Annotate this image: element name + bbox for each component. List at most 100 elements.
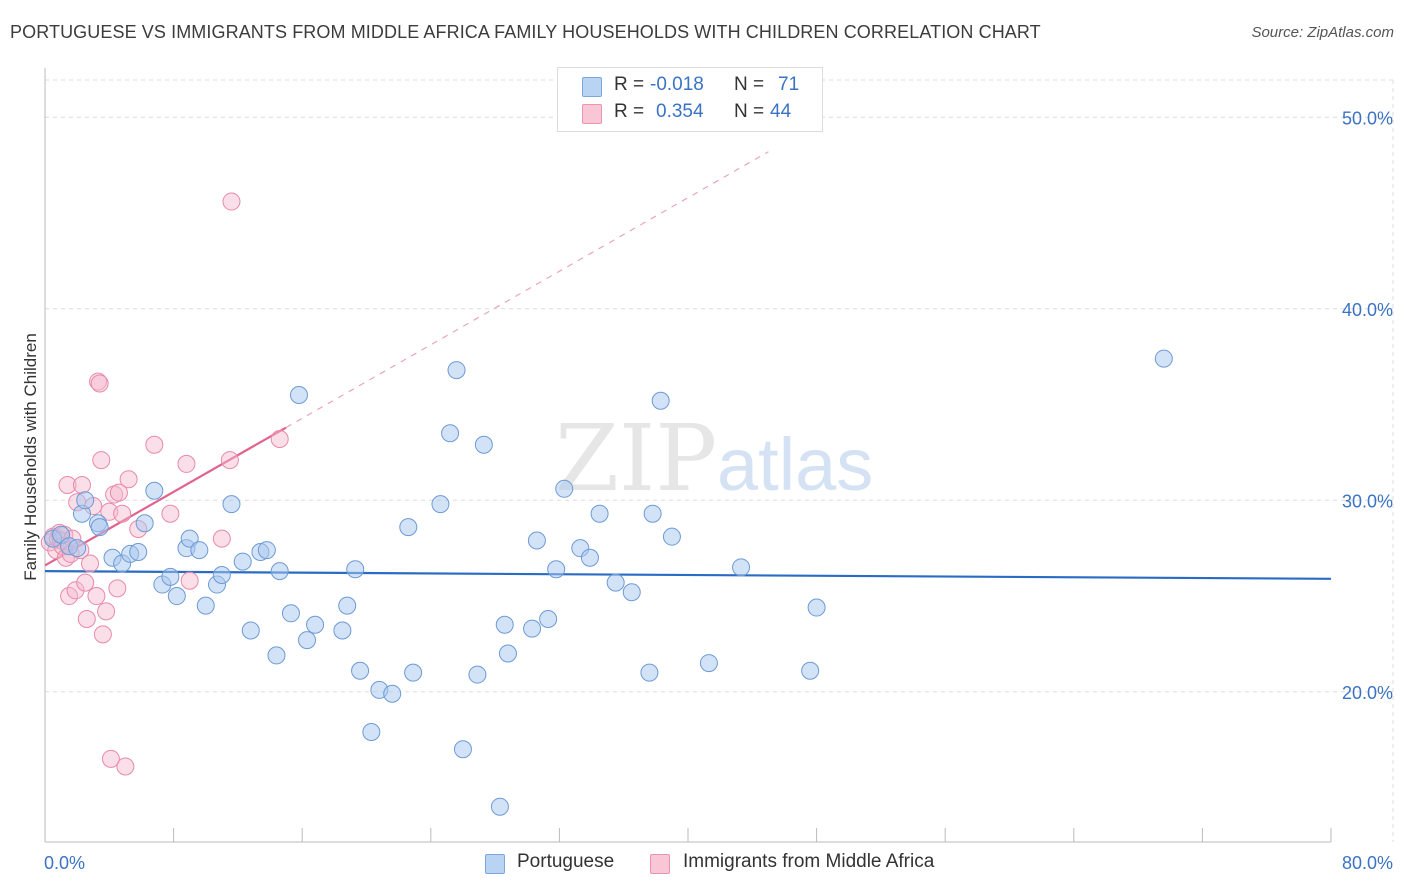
data-point-portuguese xyxy=(190,541,209,560)
trendline-immigrants xyxy=(44,426,287,567)
data-point-immigrants xyxy=(116,757,135,776)
data-point-portuguese xyxy=(732,558,751,577)
data-point-immigrants xyxy=(270,430,289,449)
data-point-portuguese xyxy=(333,621,352,640)
y-tick-label: 50.0% xyxy=(1342,108,1393,128)
data-point-portuguese xyxy=(298,631,317,650)
tick-labels: 20.0% 30.0% 40.0% 50.0% 0.0% 80.0% xyxy=(44,108,1393,873)
data-point-portuguese xyxy=(468,665,487,684)
data-point-portuguese xyxy=(399,518,418,537)
data-point-portuguese xyxy=(498,644,517,663)
data-point-immigrants xyxy=(222,192,241,211)
data-point-immigrants xyxy=(220,451,239,470)
data-point-immigrants xyxy=(180,571,199,590)
data-point-portuguese xyxy=(453,740,472,759)
data-point-portuguese xyxy=(76,491,95,510)
data-point-portuguese xyxy=(539,610,558,629)
chart-title: PORTUGUESE VS IMMIGRANTS FROM MIDDLE AFR… xyxy=(10,22,1041,42)
data-point-portuguese xyxy=(495,615,514,634)
x-tick-label: 80.0% xyxy=(1342,853,1393,873)
data-point-portuguese xyxy=(167,587,186,606)
data-point-immigrants xyxy=(97,602,116,621)
data-point-immigrants xyxy=(81,554,100,573)
data-point-portuguese xyxy=(662,527,681,546)
data-point-portuguese xyxy=(306,615,325,634)
legend-n-value: 71 xyxy=(778,74,800,95)
legend-label-portuguese: Portuguese xyxy=(517,851,615,872)
watermark: ZIP atlas xyxy=(555,405,873,512)
series-portuguese-points xyxy=(44,349,1173,816)
data-point-portuguese xyxy=(351,661,370,680)
data-point-portuguese xyxy=(267,646,286,665)
data-point-immigrants xyxy=(58,475,77,494)
data-point-immigrants xyxy=(76,573,95,592)
data-point-portuguese xyxy=(801,661,820,680)
data-point-portuguese xyxy=(490,797,509,816)
data-point-immigrants xyxy=(101,749,120,768)
data-point-portuguese xyxy=(431,495,450,514)
legend-n-label: N = xyxy=(734,101,765,122)
data-point-portuguese xyxy=(212,565,231,584)
data-point-immigrants xyxy=(93,625,112,644)
data-point-portuguese xyxy=(699,654,718,673)
data-point-immigrants xyxy=(92,451,111,470)
series-immigrants-points xyxy=(40,192,289,776)
y-tick-label: 40.0% xyxy=(1342,300,1393,320)
data-point-portuguese xyxy=(338,596,357,615)
data-point-portuguese xyxy=(270,562,289,581)
data-point-portuguese xyxy=(622,583,641,602)
data-point-portuguese xyxy=(241,621,260,640)
data-point-portuguese xyxy=(161,567,180,586)
data-point-portuguese xyxy=(233,552,252,571)
legend-swatch-pink xyxy=(650,854,670,874)
axes xyxy=(44,68,1332,843)
data-point-portuguese xyxy=(640,663,659,682)
data-point-portuguese xyxy=(590,504,609,523)
data-point-portuguese xyxy=(606,573,625,592)
data-point-portuguese xyxy=(281,604,300,623)
data-point-portuguese xyxy=(807,598,826,617)
data-point-portuguese xyxy=(580,548,599,567)
legend-n-label: N = xyxy=(734,74,765,95)
data-point-immigrants xyxy=(113,504,132,523)
legend-r-label: R = xyxy=(614,101,645,122)
data-point-portuguese xyxy=(555,479,574,498)
data-point-portuguese xyxy=(90,518,109,537)
data-point-portuguese xyxy=(404,663,423,682)
data-point-immigrants xyxy=(108,579,127,598)
data-point-portuguese xyxy=(129,543,148,562)
legend-swatch-blue xyxy=(485,854,505,874)
data-point-portuguese xyxy=(474,435,493,454)
data-point-portuguese xyxy=(196,596,215,615)
watermark-atlas: atlas xyxy=(717,423,873,506)
data-point-portuguese xyxy=(643,504,662,523)
x-tick-label: 0.0% xyxy=(44,853,85,873)
data-point-immigrants xyxy=(77,610,96,629)
data-point-portuguese xyxy=(346,560,365,579)
data-point-immigrants xyxy=(212,529,231,548)
data-point-immigrants xyxy=(72,475,91,494)
data-point-immigrants xyxy=(66,581,85,600)
data-point-immigrants xyxy=(87,587,106,606)
legend-label-immigrants: Immigrants from Middle Africa xyxy=(683,851,935,872)
data-point-immigrants xyxy=(109,483,128,502)
data-point-portuguese xyxy=(523,619,542,638)
data-point-portuguese xyxy=(68,539,87,558)
data-point-portuguese xyxy=(383,684,402,703)
data-point-portuguese xyxy=(362,723,381,742)
legend-r-label: R = xyxy=(614,74,645,95)
data-point-portuguese xyxy=(257,541,276,560)
y-axis-label: Family Households with Children xyxy=(21,333,40,581)
data-point-immigrants xyxy=(145,435,164,454)
data-point-portuguese xyxy=(547,560,566,579)
data-point-immigrants xyxy=(119,470,138,489)
data-point-immigrants xyxy=(90,374,109,393)
data-point-portuguese xyxy=(145,481,164,500)
data-point-portuguese xyxy=(135,514,154,533)
data-point-portuguese xyxy=(180,529,199,548)
y-tick-label: 30.0% xyxy=(1342,491,1393,511)
chart-source: Source: ZipAtlas.com xyxy=(1251,24,1394,41)
trendline-immigrants-extension xyxy=(285,151,769,429)
legend-n-value: 44 xyxy=(770,101,792,122)
